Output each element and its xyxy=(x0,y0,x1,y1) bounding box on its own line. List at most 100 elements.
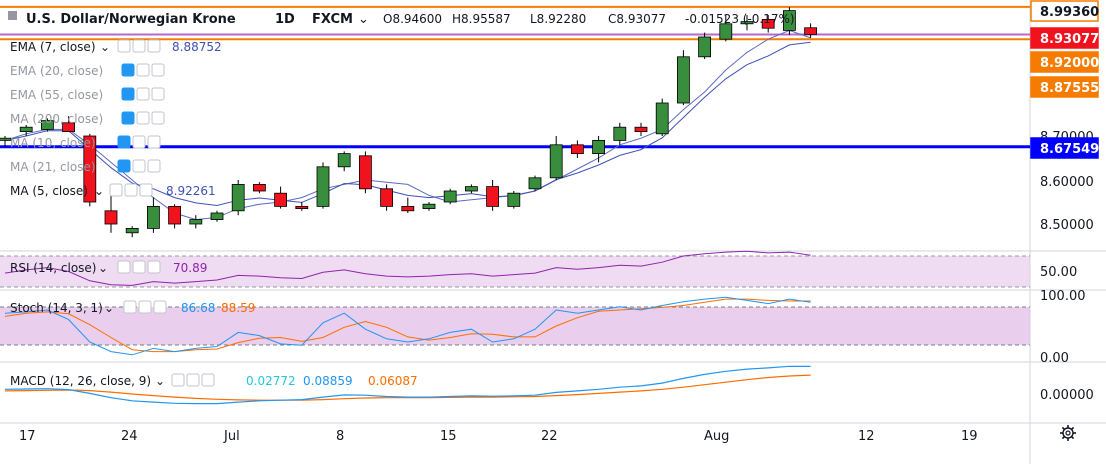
legend-ema55[interactable]: EMA (55, close) xyxy=(10,88,103,102)
candle[interactable] xyxy=(613,126,627,141)
price-label-box xyxy=(1030,76,1099,98)
gear-icon[interactable] xyxy=(132,39,146,53)
candle[interactable] xyxy=(104,210,118,225)
chevron-down-icon[interactable]: ⌄ xyxy=(104,301,114,315)
candle[interactable] xyxy=(571,144,584,155)
candle[interactable] xyxy=(41,120,54,130)
close-icon[interactable] xyxy=(153,300,167,314)
close-icon[interactable] xyxy=(151,111,165,125)
symbol-name[interactable]: U.S. Dollar/Norwegian Krone xyxy=(26,12,236,27)
candle[interactable] xyxy=(464,186,478,192)
candle[interactable] xyxy=(358,155,372,190)
candle[interactable] xyxy=(189,219,203,225)
gear-icon[interactable] xyxy=(186,373,200,387)
gear-icon[interactable] xyxy=(136,111,150,125)
candle[interactable] xyxy=(231,183,245,212)
candle[interactable] xyxy=(146,205,160,229)
candle[interactable] xyxy=(125,227,139,234)
candle[interactable] xyxy=(549,144,563,179)
candle[interactable] xyxy=(210,212,224,220)
candle[interactable] xyxy=(486,186,500,207)
exchange[interactable]: FXCM xyxy=(312,12,353,27)
legend-rsi[interactable]: RSI (14, close) ⌄ 70.89 xyxy=(10,261,207,275)
close-icon[interactable] xyxy=(201,373,215,387)
close-icon[interactable] xyxy=(151,87,165,101)
candle[interactable] xyxy=(401,205,415,212)
legend-icon-group[interactable] xyxy=(109,39,215,387)
chevron-down-icon[interactable]: ⌄ xyxy=(358,12,369,27)
candle[interactable] xyxy=(422,203,436,209)
gear-icon[interactable] xyxy=(1060,425,1076,441)
visibility-icon[interactable] xyxy=(109,183,123,197)
close-icon[interactable] xyxy=(151,63,165,77)
legend-ema20[interactable]: EMA (20, close) xyxy=(10,64,103,78)
visibility-icon[interactable] xyxy=(117,135,131,149)
chevron-down-icon[interactable]: ⌄ xyxy=(155,374,165,388)
chevron-down-icon[interactable]: ⌄ xyxy=(94,184,104,198)
legend-ma21[interactable]: MA (21, close) xyxy=(10,160,96,174)
close-icon[interactable] xyxy=(147,159,161,173)
candle[interactable] xyxy=(168,205,182,225)
candle[interactable] xyxy=(380,188,394,207)
candle[interactable] xyxy=(634,126,648,132)
visibility-icon[interactable] xyxy=(121,111,135,125)
candle[interactable] xyxy=(62,122,75,133)
candle[interactable] xyxy=(274,192,288,207)
stoch-axis[interactable]: 100.00 0.00 xyxy=(1040,289,1086,366)
candle[interactable] xyxy=(507,192,521,207)
visibility-icon[interactable] xyxy=(117,39,131,53)
visibility-icon[interactable] xyxy=(117,159,131,173)
candle[interactable] xyxy=(804,27,817,35)
close-icon[interactable] xyxy=(147,260,161,274)
legend-stoch[interactable]: Stoch (14, 3, 1) ⌄ 86.68 88.59 xyxy=(10,301,255,315)
legend-ema7[interactable]: EMA (7, close) ⌄ 8.88752 xyxy=(10,40,222,54)
candle[interactable] xyxy=(783,10,796,31)
candle[interactable] xyxy=(655,102,669,135)
legend-ma10[interactable]: MA (10, close) xyxy=(10,136,96,150)
gear-icon[interactable] xyxy=(138,300,152,314)
candle[interactable] xyxy=(698,36,711,58)
stoch-tick: 100.00 xyxy=(1040,289,1086,304)
visibility-icon[interactable] xyxy=(121,87,135,101)
candle[interactable] xyxy=(316,166,330,207)
candle[interactable] xyxy=(761,18,775,29)
legend-ma200[interactable]: MA (200, close) xyxy=(10,112,103,126)
candle[interactable] xyxy=(719,23,733,40)
candle[interactable] xyxy=(677,56,690,104)
candle[interactable] xyxy=(337,153,351,168)
candle[interactable] xyxy=(83,135,97,203)
close-icon[interactable] xyxy=(147,39,161,53)
candle[interactable] xyxy=(592,139,605,154)
chart-header[interactable]: U.S. Dollar/Norwegian Krone 1D FXCM ⌄ O8… xyxy=(8,11,795,27)
chevron-down-icon[interactable]: ⌄ xyxy=(100,40,110,54)
candle[interactable] xyxy=(0,137,12,141)
rsi-axis[interactable]: 50.00 xyxy=(1040,265,1077,280)
visibility-icon[interactable] xyxy=(117,260,131,274)
candle[interactable] xyxy=(740,21,754,25)
candle[interactable] xyxy=(252,183,266,192)
gear-icon[interactable] xyxy=(124,183,138,197)
gear-icon[interactable] xyxy=(136,63,150,77)
gear-icon[interactable] xyxy=(132,135,146,149)
close-icon[interactable] xyxy=(147,135,161,149)
candle[interactable] xyxy=(443,190,457,203)
visibility-icon[interactable] xyxy=(121,63,135,77)
collapse-icon[interactable] xyxy=(8,11,17,20)
visibility-icon[interactable] xyxy=(123,300,137,314)
ma10-label: MA (10, close) xyxy=(10,136,96,150)
close-icon[interactable] xyxy=(139,183,153,197)
interval[interactable]: 1D xyxy=(275,12,295,27)
candle[interactable] xyxy=(19,126,33,132)
visibility-icon[interactable] xyxy=(171,373,185,387)
macd-axis[interactable]: 0.00000 xyxy=(1040,388,1094,403)
gear-icon[interactable] xyxy=(136,87,150,101)
gear-icon[interactable] xyxy=(132,260,146,274)
gear-icon[interactable] xyxy=(132,159,146,173)
time-axis[interactable]: 17 24 Jul 8 15 22 Aug 12 19 xyxy=(19,429,978,444)
legend-macd[interactable]: MACD (12, 26, close, 9) ⌄ 0.02772 0.0885… xyxy=(10,374,418,388)
legend-ma5[interactable]: MA (5, close) ⌄ 8.92261 xyxy=(10,184,216,198)
chevron-down-icon[interactable]: ⌄ xyxy=(98,261,108,275)
candle[interactable] xyxy=(295,205,309,209)
candle[interactable] xyxy=(528,177,542,190)
